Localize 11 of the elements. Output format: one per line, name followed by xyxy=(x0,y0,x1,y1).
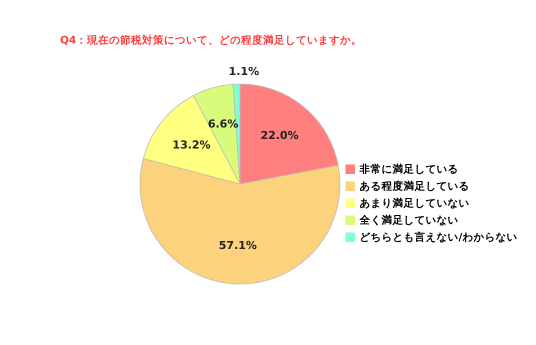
data-label: 13.2% xyxy=(172,138,211,152)
legend-label: 非常に満足している xyxy=(358,162,458,176)
data-label: 22.0% xyxy=(260,129,299,142)
legend-label: 全く満足していない xyxy=(358,213,458,226)
data-label: 6.6% xyxy=(208,117,238,130)
legend-label: あまり満足していない xyxy=(360,196,470,210)
legend-label: どちらとも言えない/わからない xyxy=(360,230,518,244)
data-label: 57.1% xyxy=(218,238,257,252)
chart-title: Q4：現在の節税対策について、どの程度満足していますか。 xyxy=(60,34,362,47)
data-label: 1.1% xyxy=(228,65,260,78)
legend-label: ある程度満足している xyxy=(360,179,470,192)
